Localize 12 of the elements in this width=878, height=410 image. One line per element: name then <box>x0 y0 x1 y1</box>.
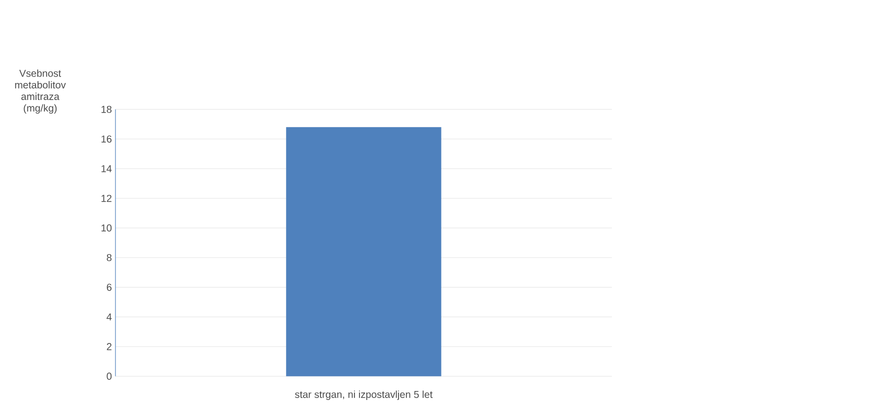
y-tick-label: 2 <box>106 343 112 350</box>
y-tick-label: 18 <box>102 106 112 114</box>
y-tick-label: 6 <box>106 284 112 292</box>
y-tick-label: 4 <box>106 314 112 321</box>
y-tick-label: 14 <box>102 165 112 172</box>
y-axis-title: Vsebnost metabolitov amitraza (mg/kg) <box>15 70 66 114</box>
y-tick-label: 12 <box>102 195 112 202</box>
y-tick-label: 0 <box>106 372 112 380</box>
y-tick-label: 8 <box>106 254 112 262</box>
x-tick-label: star strgan, ni izpostavljen 5 let <box>295 390 433 400</box>
y-tick-label: 10 <box>102 224 112 232</box>
y-tick-label: 16 <box>102 136 112 143</box>
